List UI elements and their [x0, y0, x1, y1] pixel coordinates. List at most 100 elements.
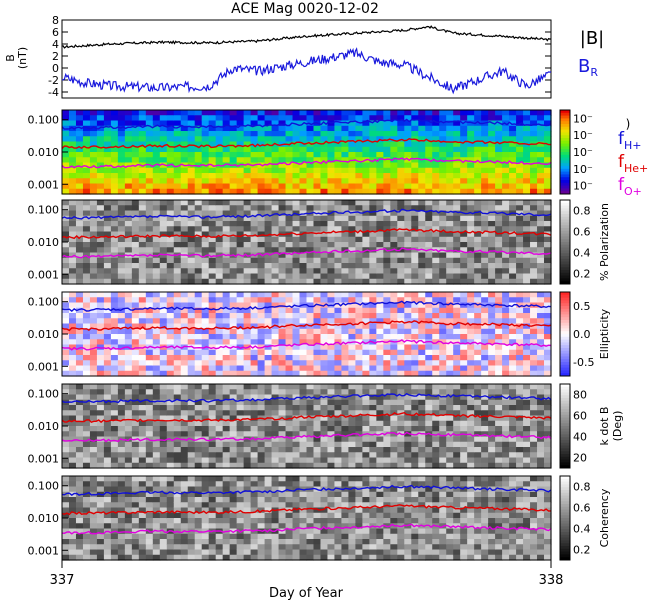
spectral-cell — [236, 339, 245, 346]
colorbar-cell — [560, 233, 570, 237]
spectral-cell — [68, 178, 77, 185]
colorbar-cell — [560, 270, 570, 274]
spectral-cell — [502, 405, 510, 411]
spectral-cell — [271, 131, 280, 137]
spectral-cell — [439, 152, 447, 158]
spectral-cell — [502, 426, 510, 432]
spectral-cell — [131, 297, 140, 304]
spectral-cell — [208, 389, 217, 396]
spectral-cell — [488, 318, 496, 325]
spectral-cell — [194, 302, 203, 309]
spectral-cell — [236, 131, 245, 137]
spectral-cell — [152, 131, 161, 137]
spectral-cell — [439, 242, 447, 248]
spectral-cell — [222, 365, 231, 372]
mag-y-tick-label: 4 — [52, 38, 59, 51]
spectral-cell — [446, 365, 454, 372]
spectral-cell — [453, 231, 461, 238]
spectral-cell — [117, 399, 126, 406]
spectral-cell — [390, 394, 398, 401]
spectral-cell — [292, 399, 301, 406]
spectral-cell — [250, 370, 259, 377]
spectral-cell — [495, 257, 503, 264]
spectral-cell — [362, 436, 370, 443]
spectral-cell — [362, 136, 370, 143]
spectral-cell — [523, 110, 531, 116]
spectral-cell — [138, 141, 147, 148]
spectral-cell — [194, 334, 203, 340]
spectral-cell — [110, 486, 119, 493]
spectral-cell — [103, 136, 112, 143]
spectral-cell — [124, 110, 133, 116]
spectral-cell — [495, 457, 503, 464]
spectral-cell — [376, 162, 384, 169]
spectral-cell — [306, 263, 315, 269]
spectral-cell — [82, 349, 91, 356]
spectral-cell — [509, 313, 517, 319]
spectral-cell — [292, 457, 301, 464]
spectral-cell — [516, 188, 524, 195]
spectral-cell — [278, 431, 287, 438]
spectral-cell — [362, 162, 370, 169]
spectral-cell — [418, 426, 426, 432]
spectral-cell — [250, 302, 259, 309]
spectral-cell — [425, 178, 433, 185]
spectral-cell — [397, 278, 405, 285]
spectral-cell — [215, 447, 224, 453]
spectral-cell — [152, 349, 161, 356]
spectral-cell — [201, 278, 210, 285]
spectral-cell — [502, 334, 510, 340]
colorbar-cell — [560, 152, 570, 156]
spectral-cell — [145, 539, 154, 545]
spectral-cell — [180, 273, 189, 280]
spectral-cell — [383, 125, 391, 132]
spectral-cell — [544, 205, 552, 212]
spectral-cell — [117, 457, 126, 464]
spectral-cell — [425, 268, 433, 275]
spectral-cell — [278, 178, 287, 185]
spectral-cell — [215, 141, 224, 148]
spectral-cell — [180, 200, 189, 206]
spectral-cell — [362, 394, 370, 401]
spectral-cell — [341, 146, 350, 153]
spectral-cell — [334, 365, 343, 372]
colorbar-cell — [560, 353, 570, 357]
spectral-cell — [180, 486, 189, 493]
spectral-cell — [334, 167, 343, 174]
spectral-cell — [110, 491, 119, 498]
colorbar-cell — [560, 256, 570, 260]
spectral-cell — [453, 415, 461, 422]
spectral-cell — [96, 205, 105, 212]
spectral-cell — [488, 205, 496, 212]
spectral-cell — [327, 200, 336, 206]
spectral-cell — [334, 452, 343, 459]
spectral-cell — [215, 349, 224, 356]
spectral-cell — [411, 263, 419, 269]
spectral-cell — [292, 131, 301, 137]
spectral-cell — [390, 125, 398, 132]
spectral-cell — [243, 410, 252, 417]
spectral-cell — [243, 323, 252, 330]
spectral-cell — [285, 252, 294, 259]
colorbar-cell — [560, 350, 570, 355]
spectral-cell — [138, 339, 147, 346]
spectral-cell — [82, 457, 91, 464]
spectral-cell — [537, 405, 545, 411]
spectral-cell — [411, 420, 419, 427]
spectral-cell — [131, 188, 140, 195]
spectral-cell — [453, 365, 461, 372]
spectral-cell — [166, 110, 175, 116]
spectral-cell — [390, 178, 398, 185]
spectral-cell — [474, 370, 482, 377]
spectral-cell — [348, 146, 356, 153]
spectral-cell — [138, 125, 147, 132]
spectral-cell — [320, 297, 329, 304]
spectral-cell — [215, 328, 224, 335]
spectral-cell — [124, 131, 133, 137]
spectral-cell — [404, 452, 412, 459]
spectral-cell — [474, 355, 482, 361]
spectral-cell — [103, 355, 112, 361]
spectral-cell — [68, 420, 77, 427]
spectral-cell — [404, 389, 412, 396]
spectral-cell — [411, 457, 419, 464]
